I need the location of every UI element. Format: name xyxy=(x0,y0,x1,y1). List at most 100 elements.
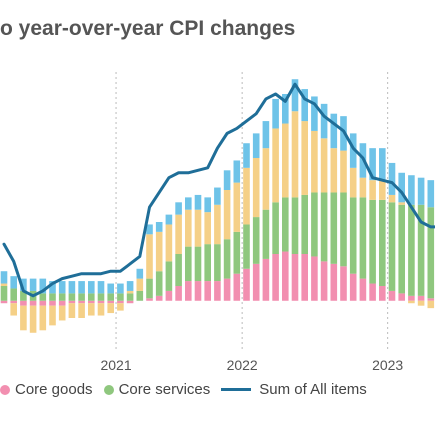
bar-core-goods-10 xyxy=(97,300,105,304)
x-tick-label-2021: 2021 xyxy=(100,357,131,373)
bar-energy-38 xyxy=(369,180,376,200)
bar-core-services-37 xyxy=(359,197,367,279)
bar-energy-8 xyxy=(78,303,85,318)
bar-core-goods-12 xyxy=(117,300,124,304)
bar-core-services-38 xyxy=(369,199,376,284)
bar-energy-27 xyxy=(262,148,270,210)
bar-energy-14 xyxy=(136,278,144,291)
bar-core-goods-19 xyxy=(185,281,192,301)
bar-core-services-36 xyxy=(349,197,357,274)
bar-food-7 xyxy=(68,281,76,294)
bar-energy-43 xyxy=(417,300,425,306)
bar-food-23 xyxy=(223,170,231,190)
bar-core-goods-9 xyxy=(88,300,95,304)
bar-core-services-20 xyxy=(194,246,202,282)
bar-energy-21 xyxy=(204,212,211,245)
bar-food-22 xyxy=(214,187,221,205)
legend-label-sum-all-items: Sum of All items xyxy=(259,381,367,398)
bar-core-goods-23 xyxy=(223,278,231,301)
bar-core-goods-8 xyxy=(78,300,85,304)
bar-core-goods-17 xyxy=(165,290,173,301)
bar-energy-42 xyxy=(408,300,415,304)
bar-energy-36 xyxy=(349,167,357,198)
bar-core-services-2 xyxy=(20,290,27,301)
bar-core-services-6 xyxy=(58,293,66,301)
bar-food-24 xyxy=(233,160,241,183)
bar-core-services-21 xyxy=(204,244,211,282)
bar-core-services-9 xyxy=(88,293,95,301)
bar-energy-12 xyxy=(117,303,124,311)
bar-core-goods-27 xyxy=(262,258,270,301)
bar-energy-40 xyxy=(388,194,396,203)
bar-core-services-27 xyxy=(262,209,270,259)
bar-core-goods-1 xyxy=(10,300,17,304)
bar-energy-11 xyxy=(107,303,114,314)
bar-food-12 xyxy=(117,283,124,294)
bar-core-goods-44 xyxy=(427,298,435,301)
bar-core-services-23 xyxy=(223,239,231,279)
legend-sum-line-icon xyxy=(221,388,252,391)
line-sum-all-items xyxy=(2,82,435,298)
legend-core-services-dot-icon xyxy=(103,384,114,395)
legend-label-core-goods: Core goods xyxy=(15,381,93,398)
bar-energy-10 xyxy=(97,303,105,316)
bar-food-38 xyxy=(369,148,376,181)
bar-core-services-12 xyxy=(117,293,124,301)
bar-food-33 xyxy=(320,103,328,139)
bar-core-goods-39 xyxy=(379,286,386,301)
x-tick-labels: 2021 2022 2023 xyxy=(100,357,403,373)
bar-energy-19 xyxy=(185,209,192,247)
bar-core-goods-40 xyxy=(388,290,396,301)
bar-core-goods-37 xyxy=(359,278,367,301)
bar-core-goods-28 xyxy=(272,254,279,301)
bar-core-services-0 xyxy=(0,286,8,301)
bar-core-services-18 xyxy=(175,254,182,286)
bar-food-25 xyxy=(243,143,250,168)
bar-food-8 xyxy=(78,281,85,294)
bar-core-services-25 xyxy=(243,224,250,269)
bar-core-services-42 xyxy=(408,204,415,296)
bar-food-27 xyxy=(262,121,270,149)
bar-core-services-35 xyxy=(340,192,347,267)
bar-food-18 xyxy=(175,202,182,215)
bar-energy-31 xyxy=(301,121,308,195)
bar-energy-4 xyxy=(39,305,47,331)
bar-energy-0 xyxy=(0,283,8,286)
bar-food-13 xyxy=(126,281,134,291)
bar-core-goods-18 xyxy=(175,286,182,301)
bar-food-28 xyxy=(272,98,279,129)
bar-core-goods-6 xyxy=(58,300,66,306)
bar-energy-29 xyxy=(282,123,289,198)
bar-core-goods-33 xyxy=(320,261,328,301)
bar-core-services-13 xyxy=(126,293,134,301)
bar-core-services-32 xyxy=(311,192,318,257)
bar-energy-20 xyxy=(194,209,202,247)
bar-food-5 xyxy=(49,281,56,294)
bar-energy-35 xyxy=(340,150,347,193)
bar-energy-2 xyxy=(20,305,27,331)
bar-core-goods-21 xyxy=(204,281,211,301)
bar-food-31 xyxy=(301,89,308,122)
bar-layer xyxy=(0,79,435,333)
bar-core-goods-4 xyxy=(39,300,47,306)
bar-core-goods-2 xyxy=(20,300,27,306)
bar-core-services-14 xyxy=(136,290,144,301)
bar-core-services-16 xyxy=(155,271,163,296)
bar-core-goods-32 xyxy=(311,256,318,301)
bar-energy-22 xyxy=(214,204,221,245)
bar-energy-6 xyxy=(58,305,66,321)
bar-food-34 xyxy=(330,113,338,149)
bar-core-services-39 xyxy=(379,199,386,286)
bar-core-services-8 xyxy=(78,293,85,301)
bar-energy-18 xyxy=(175,214,182,254)
bar-core-services-24 xyxy=(233,231,241,274)
bar-food-43 xyxy=(417,177,425,205)
bar-core-services-22 xyxy=(214,244,221,282)
bar-energy-32 xyxy=(311,130,318,193)
bar-core-goods-42 xyxy=(408,295,415,301)
bar-energy-34 xyxy=(330,148,338,193)
bar-food-40 xyxy=(388,162,396,195)
x-tick-label-2022: 2022 xyxy=(227,357,258,373)
bar-energy-3 xyxy=(29,305,37,333)
bar-food-17 xyxy=(165,214,173,225)
